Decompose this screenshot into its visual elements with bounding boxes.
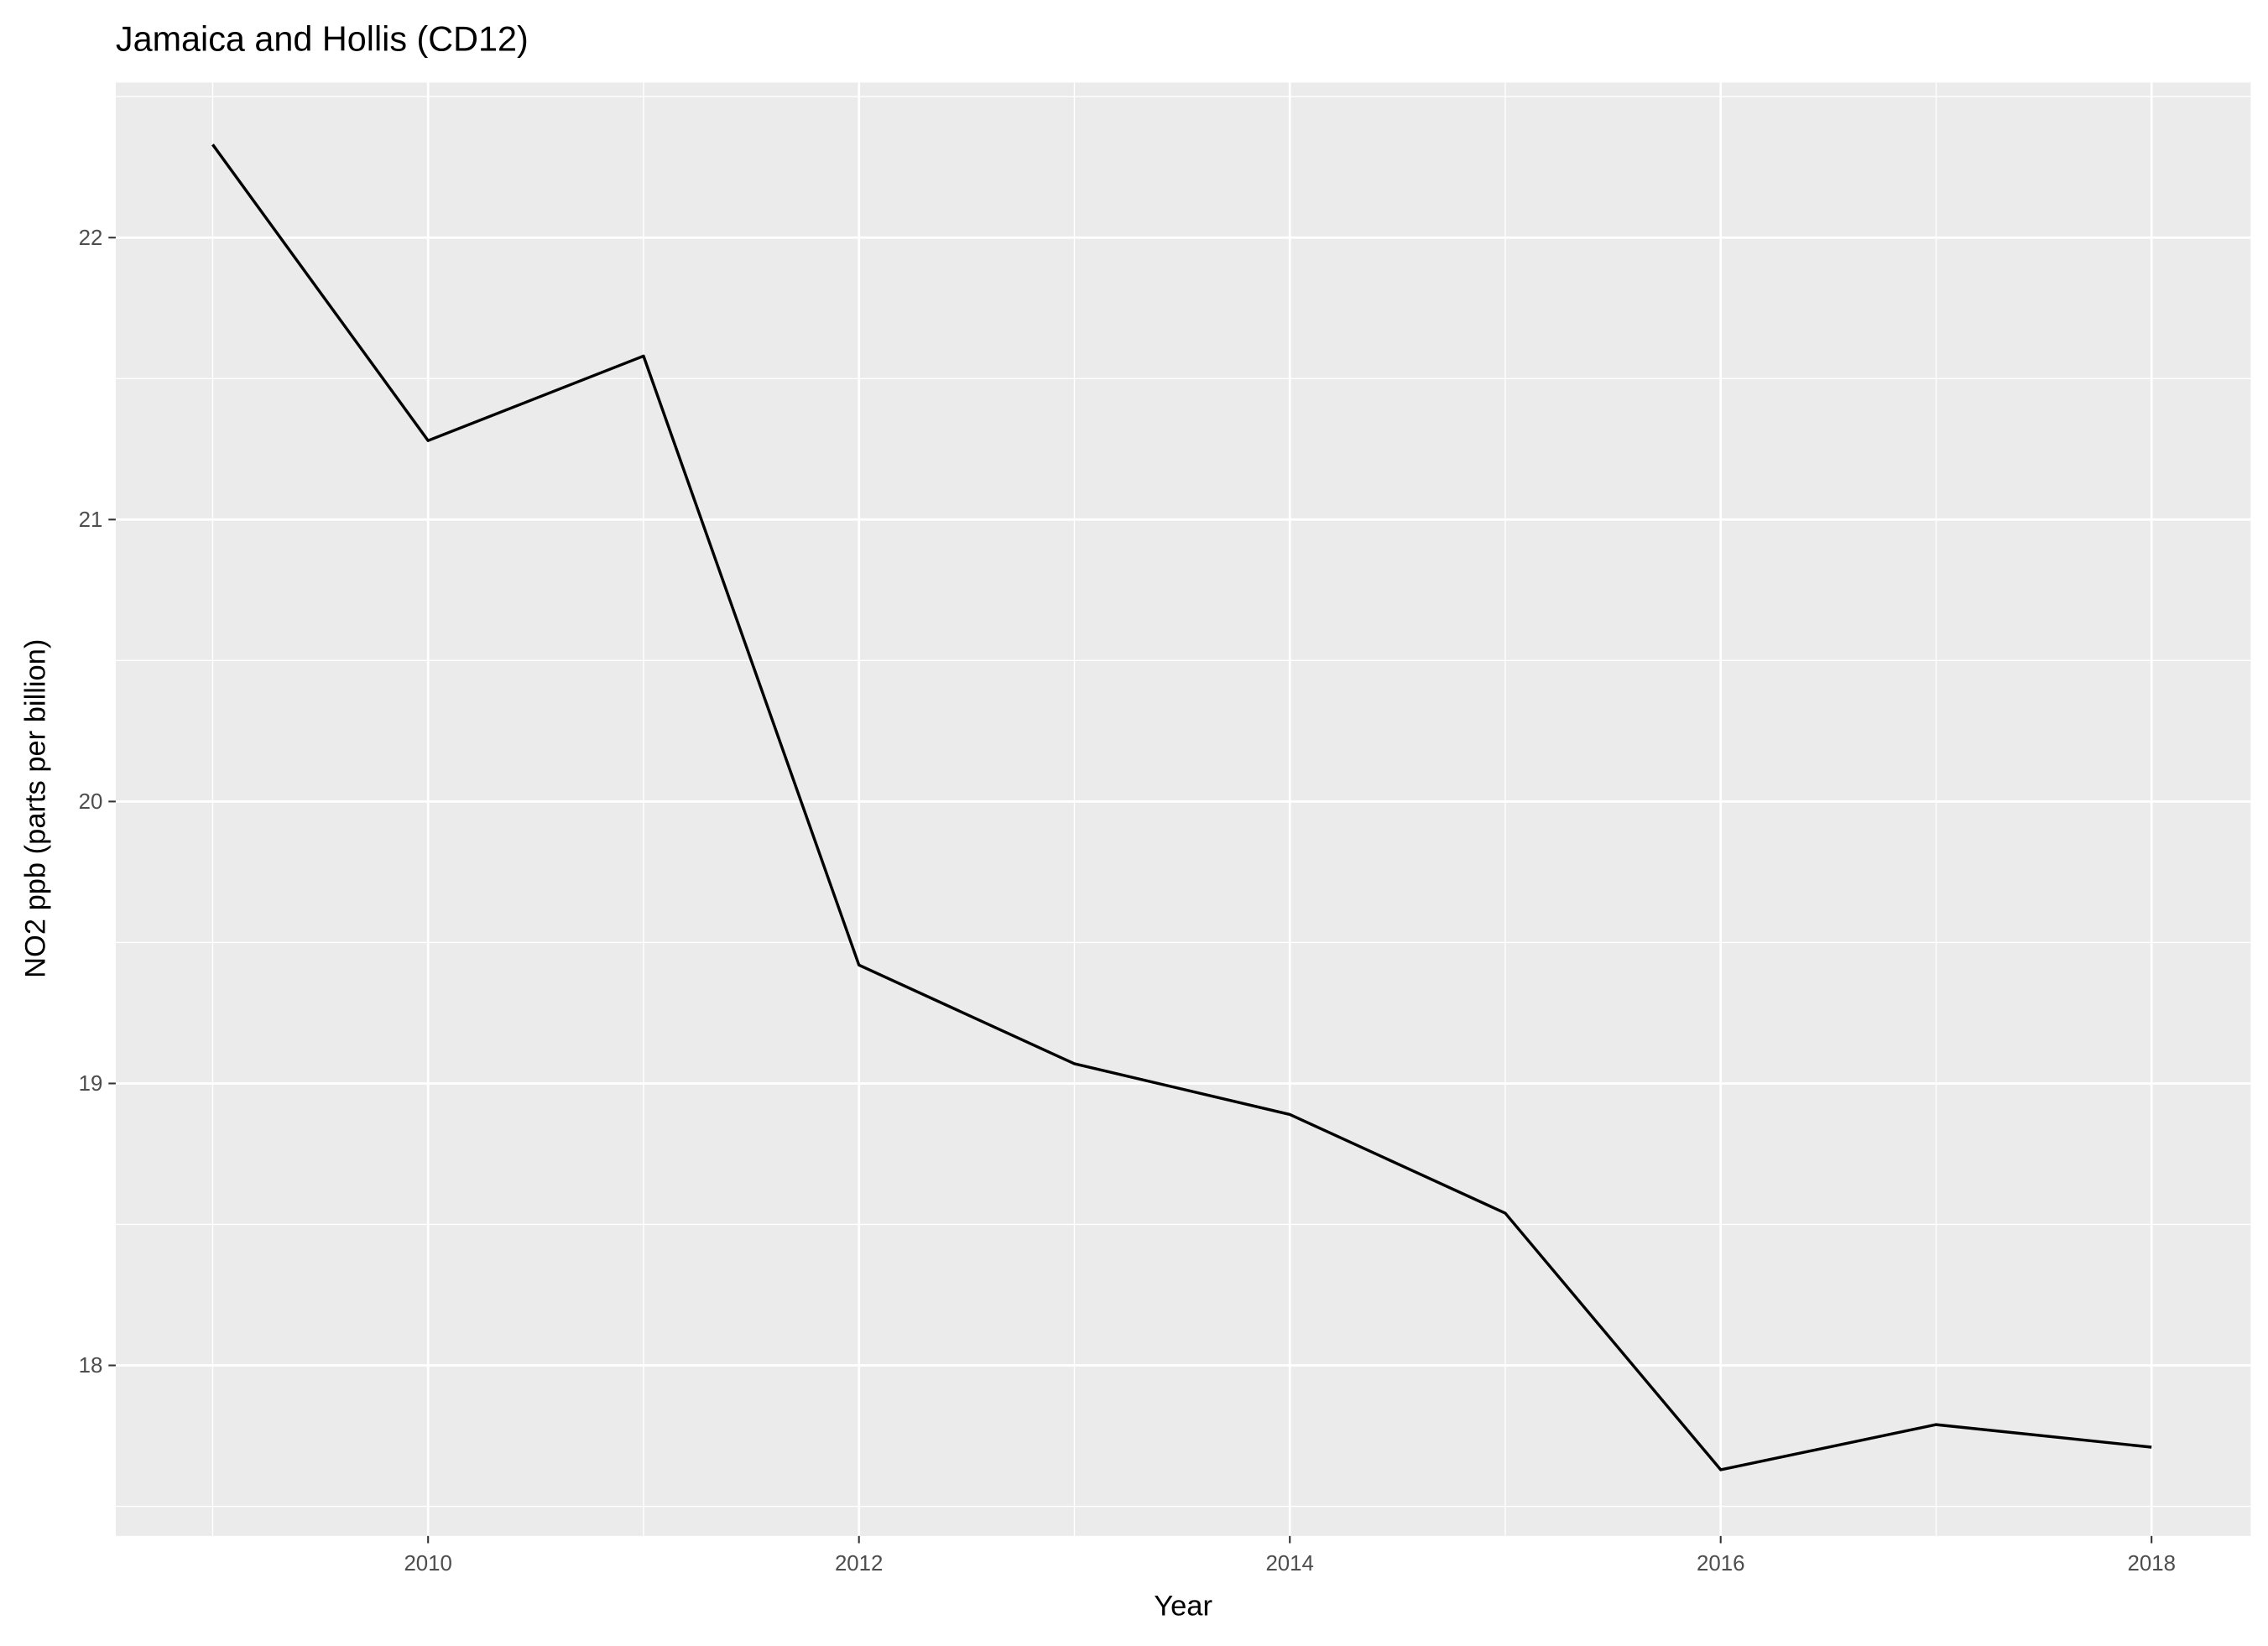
- x-tick-label: 2012: [835, 1552, 884, 1576]
- panel: [115, 82, 2251, 1536]
- y-tick-label: 18: [79, 1354, 103, 1378]
- x-tick-label: 2010: [404, 1552, 452, 1576]
- y-tick-label: 21: [79, 508, 103, 532]
- y-tick-label: 20: [79, 790, 103, 814]
- y-tick-label: 22: [79, 227, 103, 250]
- x-tick-label: 2014: [1265, 1552, 1314, 1576]
- x-tick-label: 2018: [2127, 1552, 2176, 1576]
- y-tick-label: 19: [79, 1072, 103, 1096]
- line: [211, 143, 2152, 1472]
- grid: [115, 82, 2251, 1536]
- chart-title: Jamaica and Hollis (CD12): [116, 19, 529, 58]
- x-tick-label: 2016: [1697, 1552, 1745, 1576]
- y-axis-title: NO2 ppb (parts per billion): [19, 639, 51, 978]
- marks: [211, 143, 2152, 1472]
- x-axis-title: Year: [1154, 1591, 1212, 1623]
